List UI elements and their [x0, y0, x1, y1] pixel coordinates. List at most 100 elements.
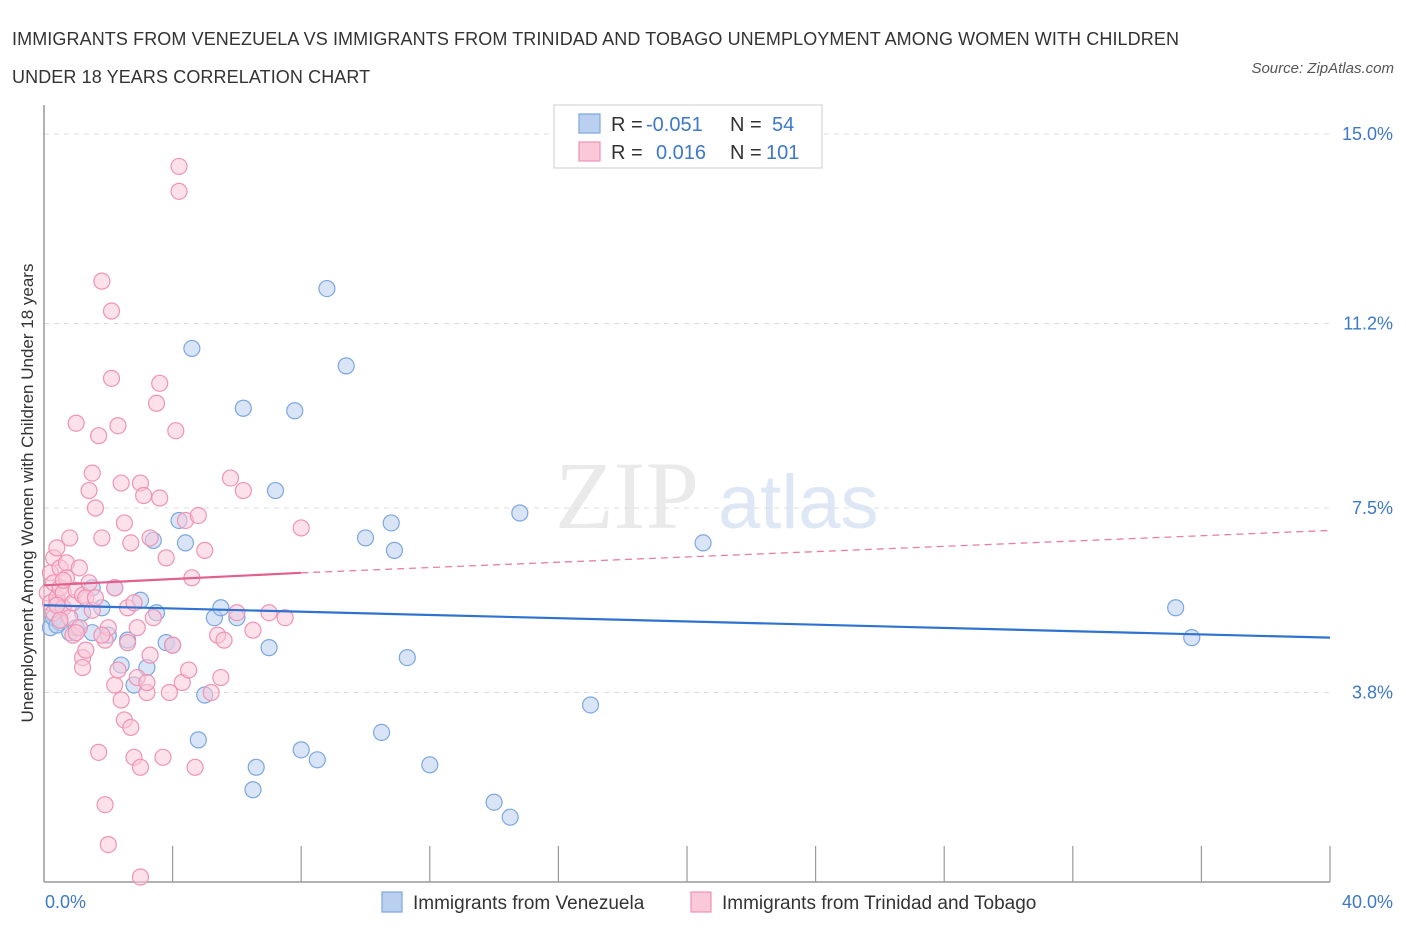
trinidad-point: [202, 683, 220, 702]
trinidad-point: [96, 796, 114, 814]
trinidad-point: [54, 571, 72, 589]
venezuela-point: [421, 756, 439, 774]
trinidad-point: [138, 673, 156, 692]
x-axis-ticks: [172, 846, 1331, 882]
trinidad-point: [115, 514, 133, 532]
x-tick-label-min: 0.0%: [45, 892, 86, 912]
bottom-legend-swatch-trinidad: [690, 891, 712, 913]
venezuela-point: [189, 731, 207, 749]
venezuela-point: [511, 504, 529, 522]
watermark-atlas: atlas: [718, 460, 879, 545]
x-tick-label-max: 40.0%: [1342, 892, 1393, 912]
venezuela-point: [385, 541, 404, 559]
trinidad-point: [131, 758, 150, 776]
source-label: Source: ZipAtlas.com: [1251, 60, 1394, 77]
trinidad-point: [93, 529, 111, 547]
trinidad-point: [228, 604, 246, 622]
legend-r-label-1: R =: [611, 114, 643, 136]
trinidad-point: [170, 157, 188, 176]
watermark: ZIP atlas: [555, 442, 879, 549]
chart-title: IMMIGRANTS FROM VENEZUELA VS IMMIGRANTS …: [12, 29, 1180, 87]
trinidad-point: [90, 743, 108, 761]
trinidad-point: [157, 549, 175, 567]
trinidad-point: [186, 758, 204, 776]
trinidad-point: [90, 427, 108, 445]
legend-n-label-1: N =: [730, 114, 762, 136]
venezuela-point: [183, 339, 201, 358]
legend-n-value-2: 101: [766, 142, 799, 164]
venezuela-point: [337, 357, 355, 375]
venezuela-point: [398, 648, 416, 667]
bottom-legend-label-trinidad: Immigrants from Trinidad and Tobago: [722, 893, 1036, 914]
venezuela-point: [1183, 629, 1201, 647]
trinidad-point: [51, 611, 69, 629]
trinidad-point: [109, 417, 127, 435]
trinidad-point: [128, 619, 146, 637]
legend-r-label-2: R =: [611, 142, 643, 164]
venezuela-point: [356, 529, 375, 547]
trinidad-point: [167, 422, 185, 440]
trinidad-point: [112, 474, 130, 492]
legend-r-value-2: 0.016: [656, 142, 706, 164]
legend-n-label-2: N =: [730, 142, 762, 164]
bottom-legend-swatch-venezuela: [381, 891, 403, 913]
trinidad-point: [131, 868, 150, 886]
y-tick-label: 11.2%: [1343, 313, 1393, 333]
trinidad-point: [67, 414, 85, 432]
venezuela-point: [266, 481, 285, 500]
watermark-zip: ZIP: [555, 442, 699, 549]
venezuela-point: [382, 514, 400, 532]
venezuela-point: [318, 279, 336, 298]
legend-r-value-1: -0.051: [646, 114, 703, 136]
trinidad-point: [292, 519, 310, 537]
trinidad-point: [215, 631, 233, 649]
trinidad-point: [154, 748, 172, 766]
bottom-legend-label-venezuela: Immigrants from Venezuela: [413, 893, 645, 914]
trinidad-point: [144, 609, 162, 627]
series-legend: Immigrants from Venezuela Immigrants fro…: [381, 891, 1036, 914]
y-tick-label: 7.5%: [1352, 498, 1393, 518]
trinidad-point: [112, 691, 130, 709]
trinidad-point: [70, 559, 88, 577]
trinidad-point: [234, 481, 252, 500]
trinidad-point: [109, 661, 127, 679]
trinidad-point: [106, 579, 124, 597]
y-axis-label: Unemployment Among Women with Children U…: [18, 264, 37, 723]
venezuela-point: [244, 781, 262, 799]
trinidad-point: [106, 676, 124, 694]
trinidad-point: [122, 718, 140, 737]
trinidad-point: [276, 609, 294, 627]
series-trinidad-points: [38, 157, 310, 886]
trendlines: [43, 529, 1331, 639]
trinidad-point: [170, 182, 188, 200]
trinidad-point: [135, 486, 153, 505]
trinidad-point: [212, 668, 230, 687]
trinidad-point: [260, 604, 278, 622]
trinidad-point: [189, 506, 207, 525]
trinidad-point: [77, 641, 95, 659]
trendline-venezuela: [43, 604, 1331, 639]
trinidad-point: [99, 835, 117, 854]
series-venezuela-points: [41, 279, 1201, 826]
venezuela-point: [176, 534, 195, 552]
trinidad-point: [160, 683, 178, 702]
venezuela-point: [212, 599, 230, 617]
legend-n-value-1: 54: [772, 114, 794, 136]
trinidad-point: [141, 646, 159, 664]
legend-swatch-trinidad: [578, 141, 601, 162]
trinidad-point: [93, 626, 111, 644]
venezuela-point: [581, 696, 600, 714]
legend-swatch-venezuela: [578, 113, 601, 134]
trinidad-point: [102, 302, 121, 320]
y-tick-label: 3.8%: [1352, 683, 1393, 703]
trinidad-point: [141, 529, 159, 547]
venezuela-point: [485, 793, 503, 811]
venezuela-point: [260, 639, 278, 657]
venezuela-point: [234, 399, 252, 417]
venezuela-point: [286, 402, 304, 420]
trinidad-point: [244, 621, 262, 639]
trinidad-point: [83, 464, 101, 482]
venezuela-point: [501, 808, 519, 826]
trinidad-point: [118, 634, 137, 652]
